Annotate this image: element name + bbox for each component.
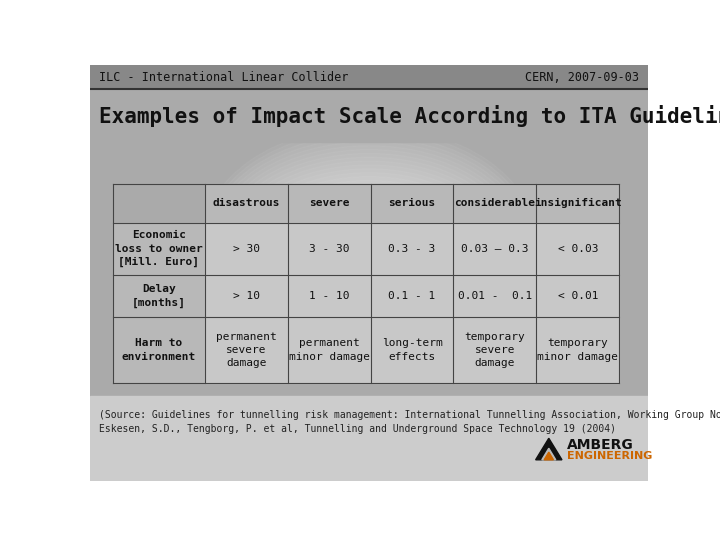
Bar xyxy=(113,318,204,383)
Text: ILC - International Linear Collider: ILC - International Linear Collider xyxy=(99,71,348,84)
Text: 0.1 - 1: 0.1 - 1 xyxy=(388,291,436,301)
Text: (Source: Guidelines for tunnelling risk management: International Tunnelling Ass: (Source: Guidelines for tunnelling risk … xyxy=(99,410,720,434)
Text: disastrous: disastrous xyxy=(212,198,280,208)
Bar xyxy=(204,318,287,383)
Text: < 0.01: < 0.01 xyxy=(557,291,598,301)
Bar xyxy=(536,184,619,222)
Text: 0.01 -  0.1: 0.01 - 0.1 xyxy=(458,291,532,301)
Text: severe: severe xyxy=(309,198,349,208)
Bar xyxy=(536,222,619,275)
Bar xyxy=(536,275,619,318)
Polygon shape xyxy=(544,452,554,460)
Bar xyxy=(454,275,536,318)
Bar xyxy=(113,275,204,318)
Text: permanent
severe
damage: permanent severe damage xyxy=(216,332,276,368)
Bar xyxy=(90,396,648,481)
Text: considerable: considerable xyxy=(454,198,536,208)
Bar xyxy=(90,65,648,90)
Bar xyxy=(90,90,648,142)
Text: serious: serious xyxy=(388,198,436,208)
Bar xyxy=(371,275,454,318)
Text: 0.3 - 3: 0.3 - 3 xyxy=(388,244,436,254)
Bar xyxy=(454,184,536,222)
Text: temporary
minor damage: temporary minor damage xyxy=(537,339,618,362)
Polygon shape xyxy=(536,438,562,460)
Bar xyxy=(113,184,204,222)
Bar xyxy=(287,222,371,275)
Text: 0.03 – 0.3: 0.03 – 0.3 xyxy=(462,244,528,254)
Text: > 10: > 10 xyxy=(233,291,260,301)
Text: ENGINEERING: ENGINEERING xyxy=(567,451,652,461)
Text: AMBERG: AMBERG xyxy=(567,438,634,452)
Text: 1 - 10: 1 - 10 xyxy=(309,291,349,301)
Text: long-term
effects: long-term effects xyxy=(382,339,442,362)
Text: > 30: > 30 xyxy=(233,244,260,254)
Text: insignificant: insignificant xyxy=(534,198,622,208)
Bar xyxy=(287,275,371,318)
Bar xyxy=(371,222,454,275)
Bar xyxy=(204,275,287,318)
Text: CERN, 2007-09-03: CERN, 2007-09-03 xyxy=(525,71,639,84)
Text: permanent
minor damage: permanent minor damage xyxy=(289,339,369,362)
Text: Delay
[months]: Delay [months] xyxy=(132,285,186,308)
Bar xyxy=(287,184,371,222)
Polygon shape xyxy=(542,448,556,460)
Bar xyxy=(204,184,287,222)
Bar xyxy=(371,184,454,222)
Bar xyxy=(287,318,371,383)
Text: Harm to
environment: Harm to environment xyxy=(122,339,196,362)
Text: temporary
severe
damage: temporary severe damage xyxy=(464,332,526,368)
Bar xyxy=(454,222,536,275)
Text: Economic
loss to owner
[Mill. Euro]: Economic loss to owner [Mill. Euro] xyxy=(115,231,203,267)
Bar xyxy=(454,318,536,383)
Text: Examples of Impact Scale According to ITA Guidelines: Examples of Impact Scale According to IT… xyxy=(99,105,720,126)
Bar xyxy=(204,222,287,275)
Text: 3 - 30: 3 - 30 xyxy=(309,244,349,254)
Bar xyxy=(536,318,619,383)
Text: < 0.03: < 0.03 xyxy=(557,244,598,254)
Bar xyxy=(371,318,454,383)
Bar xyxy=(113,222,204,275)
